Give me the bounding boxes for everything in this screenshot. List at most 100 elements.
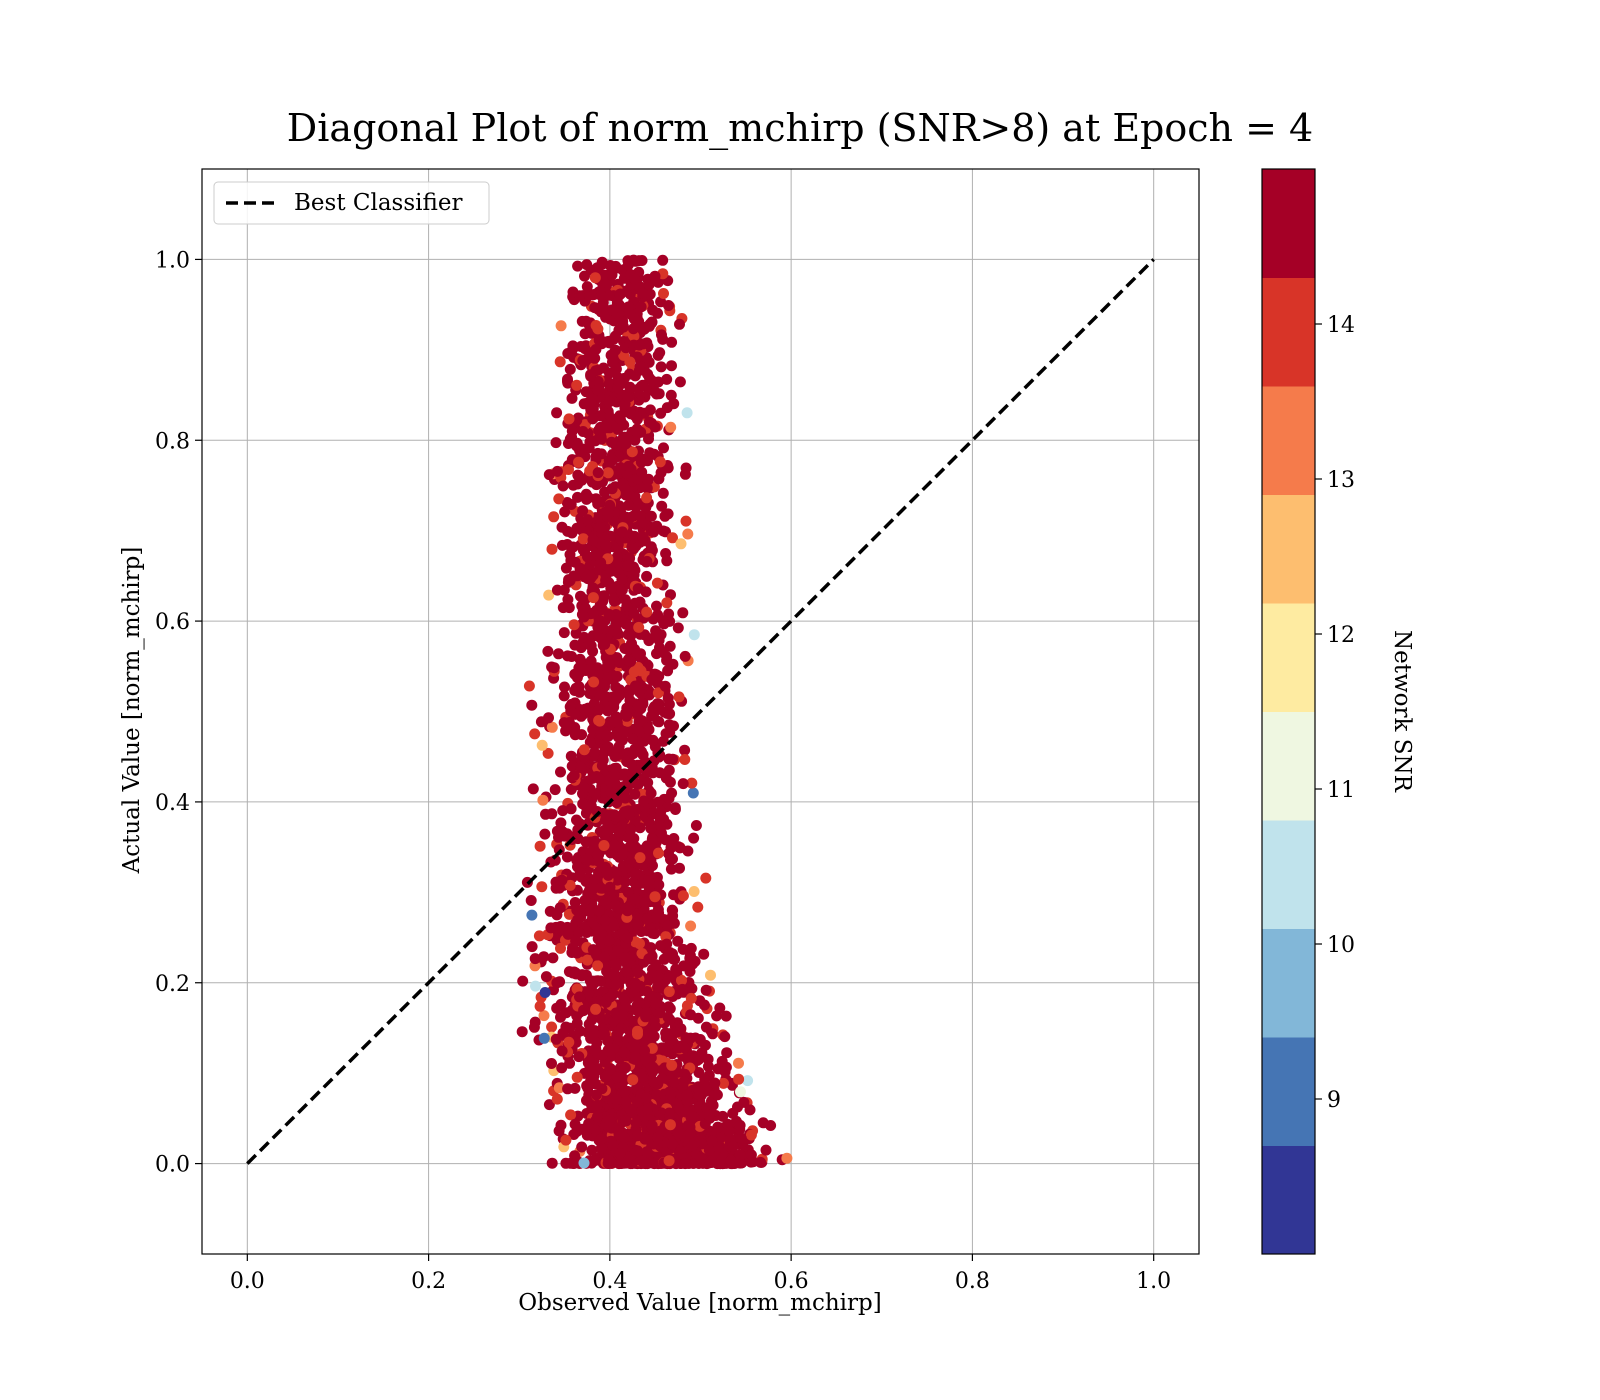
scatter-point [576,1141,588,1153]
scatter-point [545,922,557,934]
legend-box [213,181,490,225]
scatter-point [675,1023,687,1035]
scatter-point [563,1036,575,1048]
scatter-point [650,998,662,1010]
scatter-point [557,480,569,492]
scatter-point [649,891,661,903]
scatter-point [650,1021,662,1033]
scatter-point [663,300,674,311]
colorbar-tick-label: 10 [1327,933,1355,958]
scatter-point [674,318,685,330]
scatter-point [635,301,647,313]
colorbar-bin [1262,1037,1315,1146]
scatter-point [551,465,563,477]
scatter-point [619,876,631,888]
scatter-point [625,824,637,836]
scatter-point [588,1027,600,1039]
scatter-point [658,288,669,299]
scatter-point [643,875,655,887]
scatter-point [553,1082,565,1094]
scatter-point [655,940,667,952]
scatter-point [570,935,582,947]
scatter-point [612,945,624,957]
scatter-point [645,787,657,799]
scatter-point [643,724,655,736]
scatter-point [563,966,575,978]
scatter-point [620,438,632,450]
legend-entry-best-classifier: Best Classifier [294,190,462,216]
scatter-point [661,402,673,414]
scatter-point [651,577,663,589]
colorbar-bin [1262,386,1315,495]
scatter-point [682,845,694,857]
scatter-point [562,928,574,940]
colorbar-bin [1262,494,1315,604]
x-tick-label: 0.0 [230,1269,265,1294]
scatter-point [577,798,589,810]
scatter-point [692,901,704,913]
scatter-point [556,521,568,533]
scatter-point [538,951,550,963]
scatter-point [556,874,568,886]
scatter-point [638,795,650,807]
scatter-point [622,932,633,944]
scatter-point [682,528,694,540]
scatter-point [642,913,654,925]
plot-area: 0.0 0.2 0.4 0.6 0.8 1.0 0.0 0.2 0.4 0.6 0.8 1.0 [155,168,1200,1294]
scatter-point [561,851,573,863]
scatter-point [584,663,596,675]
scatter-point [720,1010,732,1022]
scatter-point [594,773,606,785]
scatter-point [589,272,601,284]
scatter-point [598,840,610,851]
scatter-point [525,895,537,906]
scatter-point [598,590,610,602]
scatter-point [577,533,589,545]
scatter-point [616,526,628,538]
scatter-point [577,426,589,437]
scatter-point [579,270,590,282]
scatter-point [622,886,634,898]
scatter-point [627,748,639,760]
scatter-point [678,1076,690,1088]
scatter-point [634,714,646,726]
scatter-point [609,958,621,970]
scatter-point [641,555,653,567]
scatter-point [555,998,567,1010]
scatter-point [660,728,672,740]
scatter-point [625,630,637,641]
scatter-point [553,831,564,843]
scatter-point [526,941,538,953]
scatter-point [755,1156,767,1168]
scatter-point [642,1103,654,1115]
scatter-point [600,691,612,703]
scatter-point [690,820,702,831]
scatter-point [603,608,615,620]
scatter-point [607,304,619,316]
scatter-point [663,793,675,804]
scatter-point [551,407,563,419]
scatter-point [571,1125,583,1137]
scatter-point [553,648,564,660]
scatter-point [517,975,529,987]
scatter-point [666,1138,678,1150]
scatter-point [648,526,660,538]
scatter-point [589,352,601,364]
scatter-point [661,373,673,385]
scatter-point [614,288,626,300]
scatter-point [543,589,555,601]
scatter-point [677,890,689,902]
scatter-point [709,1077,721,1089]
scatter-point [569,639,581,651]
grid-lines [202,169,1199,1254]
scatter-point [630,1117,642,1129]
scatter-point [622,259,634,271]
scatter-point [686,777,698,789]
scatter-point [581,493,592,505]
scatter-point [654,812,666,824]
scatter-point [652,715,664,727]
scatter-point [633,621,645,633]
scatter-point [719,1066,731,1078]
scatter-point [516,1026,528,1038]
scatter-point [706,1135,718,1147]
